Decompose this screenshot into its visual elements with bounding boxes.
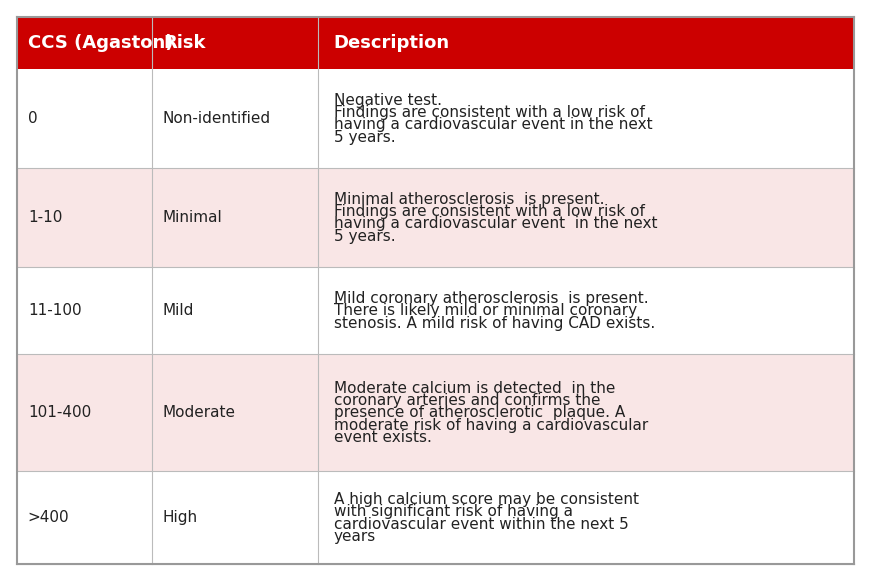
Text: Risk: Risk	[163, 34, 206, 52]
FancyBboxPatch shape	[17, 471, 854, 564]
Text: cardiovascular event within the next 5: cardiovascular event within the next 5	[334, 517, 628, 532]
Text: Moderate: Moderate	[163, 406, 236, 420]
Text: Mild: Mild	[163, 304, 194, 319]
Text: Moderate calcium is detected  in the: Moderate calcium is detected in the	[334, 381, 615, 396]
Text: 5 years.: 5 years.	[334, 130, 395, 145]
Text: There is likely mild or minimal coronary: There is likely mild or minimal coronary	[334, 304, 637, 319]
Text: years: years	[334, 529, 376, 544]
Text: 11-100: 11-100	[28, 304, 82, 319]
Text: 5 years.: 5 years.	[334, 229, 395, 244]
Text: Findings are consistent with a low risk of: Findings are consistent with a low risk …	[334, 204, 645, 219]
Text: having a cardiovascular event  in the next: having a cardiovascular event in the nex…	[334, 217, 657, 232]
FancyBboxPatch shape	[17, 267, 854, 354]
FancyBboxPatch shape	[17, 17, 854, 69]
Text: coronary arteries and confirms the: coronary arteries and confirms the	[334, 393, 600, 408]
Text: Mild coronary atherosclerosis  is present.: Mild coronary atherosclerosis is present…	[334, 291, 648, 306]
Text: Non-identified: Non-identified	[163, 111, 271, 126]
FancyBboxPatch shape	[17, 168, 854, 267]
Text: Minimal: Minimal	[163, 210, 223, 225]
Text: moderate risk of having a cardiovascular: moderate risk of having a cardiovascular	[334, 418, 648, 433]
Text: Description: Description	[334, 34, 449, 52]
Text: High: High	[163, 510, 198, 525]
FancyBboxPatch shape	[17, 354, 854, 471]
Text: A high calcium score may be consistent: A high calcium score may be consistent	[334, 492, 638, 507]
Text: Negative test.: Negative test.	[334, 93, 442, 108]
Text: with significant risk of having a: with significant risk of having a	[334, 504, 572, 519]
Text: presence of atherosclerotic  plaque. A: presence of atherosclerotic plaque. A	[334, 406, 625, 420]
Text: 101-400: 101-400	[28, 406, 91, 420]
FancyBboxPatch shape	[17, 69, 854, 168]
Text: Findings are consistent with a low risk of: Findings are consistent with a low risk …	[334, 105, 645, 120]
Text: CCS (Agaston): CCS (Agaston)	[28, 34, 173, 52]
Text: >400: >400	[28, 510, 70, 525]
Text: 1-10: 1-10	[28, 210, 62, 225]
Text: having a cardiovascular event in the next: having a cardiovascular event in the nex…	[334, 118, 652, 132]
Text: stenosis. A mild risk of having CAD exists.: stenosis. A mild risk of having CAD exis…	[334, 316, 655, 331]
Text: 0: 0	[28, 111, 37, 126]
Text: Minimal atherosclerosis  is present.: Minimal atherosclerosis is present.	[334, 192, 604, 207]
Text: event exists.: event exists.	[334, 430, 431, 445]
